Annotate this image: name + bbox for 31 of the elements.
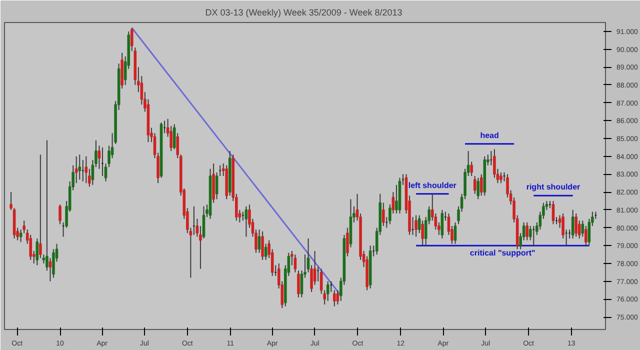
candlestick (454, 222, 457, 244)
candlestick (470, 161, 473, 176)
candlestick (500, 172, 502, 184)
series-label: right shoulder (526, 182, 580, 192)
series-label: left shoulder (408, 180, 456, 190)
candlestick (552, 200, 555, 225)
candlestick (244, 206, 248, 238)
candlestick (294, 254, 297, 273)
candlestick (476, 177, 480, 200)
candlestick (414, 214, 418, 238)
candlestick (526, 222, 529, 241)
candlestick (84, 156, 88, 184)
candlestick (480, 174, 483, 196)
candlestick (440, 209, 444, 239)
candlestick (264, 243, 268, 260)
candlestick (261, 230, 264, 260)
candlestick (78, 154, 82, 180)
candlestick (574, 212, 578, 238)
series-label: critical "support" (470, 248, 536, 258)
candlestick (395, 184, 398, 214)
candlestick (333, 290, 336, 307)
candlestick (58, 204, 62, 225)
chart-title: DX 03-13 (Weekly) Week 35/2009 - Week 8/2013 (205, 8, 402, 18)
candlestick (571, 209, 574, 239)
candlestick (326, 280, 330, 302)
series-label: head (480, 130, 499, 140)
candlestick (297, 270, 300, 298)
candlestick (258, 229, 261, 254)
candlestick (48, 258, 52, 282)
candlestick (313, 250, 316, 286)
candlestick (382, 202, 385, 226)
